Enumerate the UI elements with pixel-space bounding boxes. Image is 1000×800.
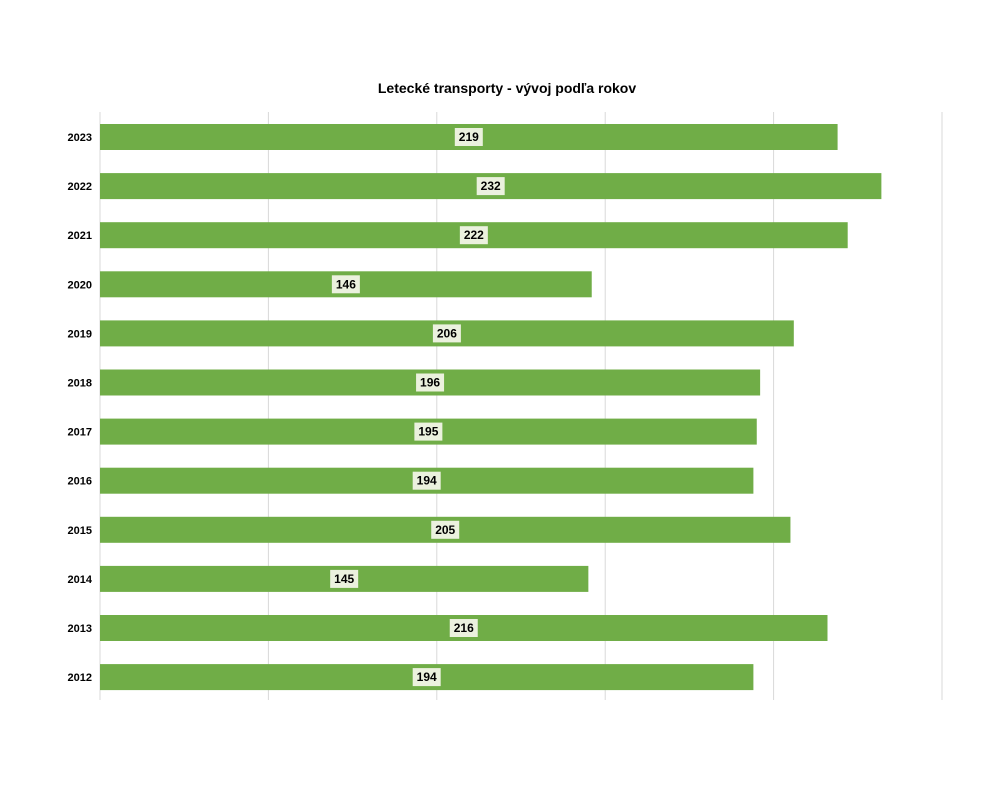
y-tick-label-2021: 2021: [68, 230, 92, 242]
y-tick-label-2012: 2012: [68, 672, 92, 684]
data-labels: 219 232 222 146 206 196 195 194 205 145 216 194: [330, 128, 505, 687]
data-label-bg-2023: [454, 128, 483, 146]
data-label-bg-2022: [476, 177, 505, 196]
data-label-bg-2013: [449, 619, 478, 637]
data-label-bg-2019: [432, 324, 461, 343]
y-tick-label-2022: 2022: [68, 181, 92, 193]
y-tick-label-2019: 2019: [68, 328, 92, 340]
data-label-2012: 194: [417, 670, 437, 684]
data-label-2020: 146: [336, 277, 356, 291]
y-tick-label-2014: 2014: [68, 574, 93, 586]
data-label-bg-2012: [412, 668, 441, 687]
y-tick-label-2023: 2023: [68, 132, 92, 144]
data-label-2016: 194: [417, 474, 437, 488]
data-label-2017: 195: [418, 425, 438, 439]
data-label-bg-2016: [412, 471, 441, 490]
y-tick-label-2020: 2020: [68, 279, 92, 291]
y-tick-label-2018: 2018: [68, 378, 92, 390]
data-label-2015: 205: [435, 523, 455, 537]
data-label-bg-2014: [330, 569, 359, 588]
y-tick-label-2015: 2015: [68, 525, 92, 537]
data-label-bg-2018: [416, 373, 445, 392]
data-label-2021: 222: [464, 228, 484, 242]
data-label-2019: 206: [437, 326, 457, 340]
data-label-bg-2020: [331, 275, 360, 294]
bars: [100, 124, 882, 691]
gridlines: [99, 112, 943, 700]
data-label-bg-2017: [414, 422, 443, 441]
data-label-bg-2015: [431, 520, 460, 539]
data-label-2022: 232: [481, 179, 501, 193]
y-tick-label-2013: 2013: [68, 623, 92, 635]
y-tick-label-2016: 2016: [68, 476, 92, 488]
data-label-2013: 216: [454, 621, 474, 635]
data-label-2014: 145: [334, 572, 354, 586]
chart-title: Letecké transporty - vývoj podľa rokov: [378, 80, 636, 96]
y-tick-label-2017: 2017: [68, 427, 92, 439]
data-label-2023: 219: [459, 130, 479, 144]
data-label-bg-2021: [459, 226, 488, 245]
y-tick-labels: 2023 2022 2021 2020 2019 2018 2017 2016 2015 2014…: [68, 132, 93, 684]
data-label-2018: 196: [420, 376, 440, 390]
